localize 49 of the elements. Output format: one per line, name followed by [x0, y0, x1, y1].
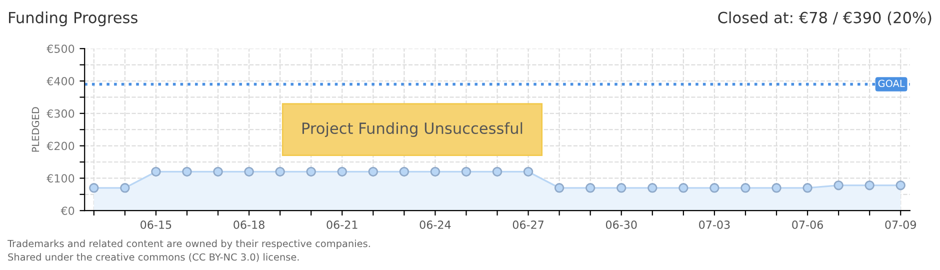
point	[492, 166, 502, 177]
point	[802, 183, 812, 193]
x-tick-label: 07-06	[792, 220, 823, 229]
x-tick-label: 06-18	[234, 220, 264, 229]
point	[585, 183, 596, 193]
point	[740, 183, 750, 193]
point	[275, 166, 285, 177]
point	[554, 183, 564, 193]
point	[151, 166, 161, 177]
text: Shared under the creative commons (CC BY-NC 3.0) license.	[8, 253, 299, 262]
point	[616, 183, 626, 193]
x-tick-label: 06-30	[606, 220, 637, 229]
point	[399, 166, 410, 177]
point	[523, 166, 534, 177]
x-tick-label: 06-21	[326, 220, 358, 229]
x-tick-label: 06-24	[420, 220, 451, 229]
point	[864, 180, 874, 190]
point	[368, 166, 378, 177]
point	[678, 183, 688, 193]
chart-title: Funding Progress	[9, 12, 138, 26]
point	[461, 166, 472, 177]
annotation: Project Funding Unsuccessful	[302, 122, 522, 137]
point	[244, 166, 254, 177]
point	[710, 183, 720, 193]
y-tick-label: €0	[60, 206, 74, 215]
point	[89, 183, 99, 193]
x-tick-label: 07-03	[699, 220, 730, 229]
point	[306, 166, 316, 177]
y-tick-label: €200	[46, 142, 74, 150]
point	[213, 166, 223, 177]
point	[337, 166, 347, 177]
y-tick-label: €300	[46, 109, 74, 118]
x-tick-label: 06-15	[140, 220, 172, 229]
chart-subtitle: Closed at: €78 / €390 (20%)	[718, 12, 932, 26]
point	[648, 183, 658, 193]
x-tick-label: 07-09	[885, 220, 916, 229]
y-tick-label: €400	[46, 76, 74, 86]
point	[120, 183, 130, 193]
y-tick-label: €100	[46, 174, 74, 183]
y-axis-title: PLEDGED	[32, 107, 40, 152]
y-tick-label: €500	[46, 44, 74, 53]
point	[772, 183, 782, 193]
point	[834, 180, 844, 190]
point	[430, 166, 440, 177]
point	[182, 166, 192, 177]
text: Trademarks and related content are owned by their respective companies.	[7, 240, 370, 250]
point	[896, 180, 906, 190]
ref-line-label: GOAL	[878, 80, 905, 88]
x-tick-label: 06-27	[512, 220, 544, 229]
